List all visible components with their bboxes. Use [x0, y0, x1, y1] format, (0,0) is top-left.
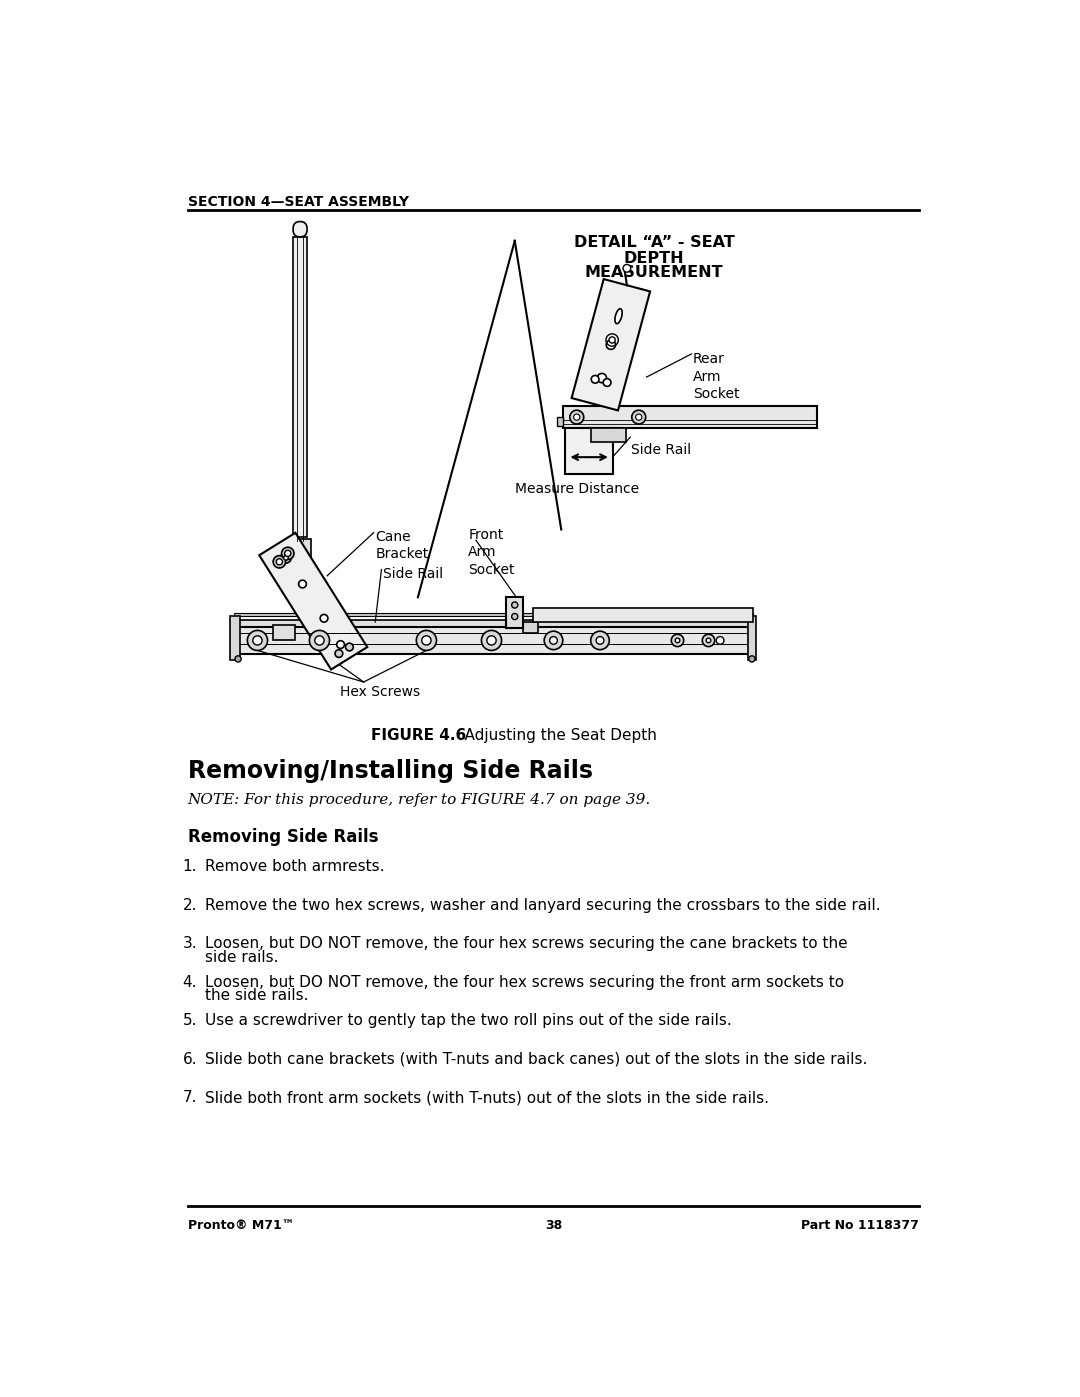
Text: Loosen, but DO NOT remove, the four hex screws securing the cane brackets to the: Loosen, but DO NOT remove, the four hex …: [205, 936, 848, 951]
Text: Remove the two hex screws, washer and lanyard securing the crossbars to the side: Remove the two hex screws, washer and la…: [205, 898, 880, 912]
Circle shape: [314, 636, 324, 645]
Circle shape: [716, 637, 724, 644]
Bar: [565, 427, 613, 474]
Bar: [234, 613, 754, 616]
Ellipse shape: [615, 309, 622, 324]
Text: 1.: 1.: [183, 859, 197, 875]
Text: Removing/Installing Side Rails: Removing/Installing Side Rails: [188, 759, 593, 782]
Bar: [273, 624, 295, 640]
Circle shape: [706, 638, 711, 643]
Text: Remove both armrests.: Remove both armrests.: [205, 859, 384, 875]
Text: 4.: 4.: [183, 975, 197, 989]
Text: 5.: 5.: [183, 1013, 197, 1028]
Bar: [523, 622, 538, 633]
Text: Slide both front arm sockets (with T-nuts) out of the slots in the side rails.: Slide both front arm sockets (with T-nut…: [205, 1090, 769, 1105]
Text: Slide both cane brackets (with T-nuts and back canes) out of the slots in the si: Slide both cane brackets (with T-nuts an…: [205, 1052, 867, 1066]
Circle shape: [606, 339, 616, 349]
Circle shape: [416, 630, 436, 651]
Circle shape: [346, 643, 353, 651]
Circle shape: [235, 655, 241, 662]
Text: 3.: 3.: [183, 936, 197, 951]
Circle shape: [320, 615, 328, 622]
Text: Removing Side Rails: Removing Side Rails: [188, 828, 378, 847]
Circle shape: [309, 630, 329, 651]
Text: Hex Screws: Hex Screws: [340, 685, 420, 698]
Circle shape: [702, 634, 715, 647]
Circle shape: [597, 373, 607, 383]
Circle shape: [273, 556, 285, 569]
Circle shape: [573, 414, 580, 420]
Text: Use a screwdriver to gently tap the two roll pins out of the side rails.: Use a screwdriver to gently tap the two …: [205, 1013, 731, 1028]
Text: Adjusting the Seat Depth: Adjusting the Seat Depth: [445, 728, 657, 743]
Circle shape: [748, 655, 755, 662]
Text: Pronto® M71™: Pronto® M71™: [188, 1218, 294, 1232]
Circle shape: [298, 580, 307, 588]
Polygon shape: [571, 279, 650, 411]
Circle shape: [337, 641, 345, 648]
Circle shape: [632, 411, 646, 425]
Circle shape: [604, 379, 611, 387]
Polygon shape: [259, 532, 367, 669]
Text: 38: 38: [545, 1218, 562, 1232]
Text: Side Rail: Side Rail: [631, 443, 691, 457]
Text: Rear
Arm
Socket: Rear Arm Socket: [693, 352, 740, 401]
Circle shape: [253, 636, 262, 645]
Circle shape: [512, 613, 517, 620]
Text: DETAIL “A” - SEAT: DETAIL “A” - SEAT: [573, 236, 734, 250]
Bar: [289, 539, 311, 560]
Text: MEASUREMENT: MEASUREMENT: [585, 264, 724, 279]
Circle shape: [544, 631, 563, 650]
Bar: [556, 418, 563, 426]
Circle shape: [487, 636, 496, 645]
Circle shape: [591, 376, 599, 383]
Bar: [534, 608, 754, 622]
Text: Part No 1118377: Part No 1118377: [801, 1218, 919, 1232]
Circle shape: [281, 552, 292, 563]
Text: FIGURE 4.6: FIGURE 4.6: [372, 728, 467, 743]
Circle shape: [282, 548, 294, 560]
Bar: [293, 237, 307, 538]
Circle shape: [672, 634, 684, 647]
Bar: [507, 598, 524, 629]
Circle shape: [422, 636, 431, 645]
Circle shape: [512, 602, 517, 608]
Text: NOTE: For this procedure, refer to FIGURE 4.7 on page 39.: NOTE: For this procedure, refer to FIGUR…: [188, 793, 651, 807]
Text: SECTION 4—SEAT ASSEMBLY: SECTION 4—SEAT ASSEMBLY: [188, 194, 408, 208]
Text: 2.: 2.: [183, 898, 197, 912]
Bar: [234, 627, 754, 654]
Text: DEPTH: DEPTH: [624, 251, 685, 265]
Text: 7.: 7.: [183, 1090, 197, 1105]
Text: Front
Arm
Socket: Front Arm Socket: [469, 528, 515, 577]
Circle shape: [623, 264, 631, 272]
Circle shape: [591, 631, 609, 650]
Text: 6.: 6.: [183, 1052, 197, 1066]
Circle shape: [570, 411, 583, 425]
Text: Cane
Bracket: Cane Bracket: [375, 529, 429, 560]
Text: the side rails.: the side rails.: [205, 989, 308, 1003]
Circle shape: [285, 550, 291, 556]
Bar: [563, 407, 816, 427]
Circle shape: [335, 650, 342, 658]
Circle shape: [247, 630, 268, 651]
Bar: [748, 616, 756, 661]
Circle shape: [636, 414, 642, 420]
Text: Loosen, but DO NOT remove, the four hex screws securing the front arm sockets to: Loosen, but DO NOT remove, the four hex …: [205, 975, 843, 989]
Circle shape: [550, 637, 557, 644]
Text: Measure Distance: Measure Distance: [515, 482, 639, 496]
Bar: [234, 620, 754, 627]
FancyBboxPatch shape: [293, 222, 307, 237]
Circle shape: [482, 630, 501, 651]
Circle shape: [276, 559, 283, 564]
Circle shape: [609, 337, 616, 344]
Circle shape: [596, 637, 604, 644]
Text: side rails.: side rails.: [205, 950, 279, 965]
Text: Side Rail: Side Rail: [383, 567, 443, 581]
Circle shape: [675, 638, 679, 643]
Bar: [230, 616, 240, 661]
Bar: [591, 427, 625, 441]
Circle shape: [284, 556, 288, 560]
